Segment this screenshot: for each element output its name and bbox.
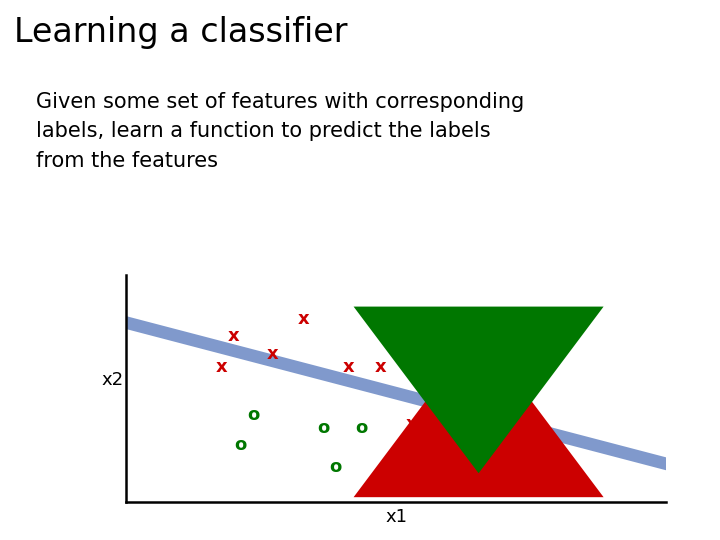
Text: Given some set of features with corresponding
labels, learn a function to predic: Given some set of features with correspo…: [36, 92, 524, 171]
Y-axis label: x2: x2: [101, 371, 123, 389]
Text: o: o: [330, 458, 342, 476]
Text: x: x: [215, 358, 227, 376]
Text: o: o: [355, 419, 367, 437]
Text: o: o: [393, 471, 405, 489]
Text: Learning a classifier: Learning a classifier: [14, 16, 348, 49]
Text: o: o: [247, 406, 259, 424]
Text: o: o: [234, 436, 246, 455]
Text: x: x: [374, 358, 386, 376]
Text: x: x: [444, 393, 456, 411]
Text: x: x: [266, 345, 278, 363]
Text: o: o: [317, 419, 329, 437]
Text: x: x: [228, 327, 240, 346]
Text: x: x: [298, 310, 310, 328]
Text: x: x: [343, 358, 354, 376]
X-axis label: x1: x1: [385, 508, 407, 526]
Text: x: x: [406, 415, 418, 433]
